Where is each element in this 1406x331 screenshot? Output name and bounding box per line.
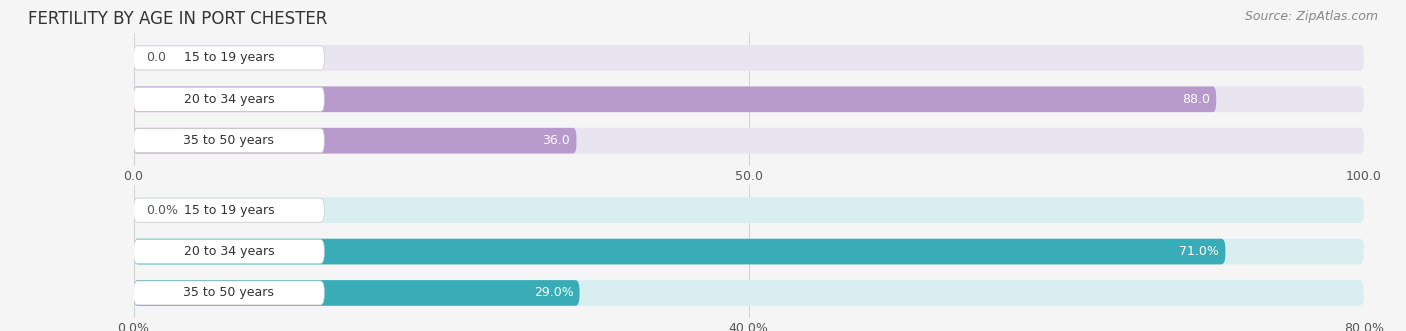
Text: 35 to 50 years: 35 to 50 years xyxy=(183,286,274,300)
Text: 71.0%: 71.0% xyxy=(1180,245,1219,258)
FancyBboxPatch shape xyxy=(134,86,1216,112)
FancyBboxPatch shape xyxy=(134,87,325,111)
FancyBboxPatch shape xyxy=(134,240,325,263)
FancyBboxPatch shape xyxy=(134,280,579,306)
Text: 88.0: 88.0 xyxy=(1182,93,1211,106)
Text: Source: ZipAtlas.com: Source: ZipAtlas.com xyxy=(1244,10,1378,23)
Text: FERTILITY BY AGE IN PORT CHESTER: FERTILITY BY AGE IN PORT CHESTER xyxy=(28,10,328,28)
FancyBboxPatch shape xyxy=(134,128,1364,154)
FancyBboxPatch shape xyxy=(134,46,325,70)
Text: 35 to 50 years: 35 to 50 years xyxy=(183,134,274,147)
FancyBboxPatch shape xyxy=(134,197,1364,223)
Text: 36.0: 36.0 xyxy=(543,134,571,147)
Text: 20 to 34 years: 20 to 34 years xyxy=(184,93,274,106)
Text: 29.0%: 29.0% xyxy=(534,286,574,300)
FancyBboxPatch shape xyxy=(134,45,1364,71)
Text: 15 to 19 years: 15 to 19 years xyxy=(184,204,274,217)
Text: 0.0%: 0.0% xyxy=(146,204,179,217)
FancyBboxPatch shape xyxy=(134,280,1364,306)
Text: 20 to 34 years: 20 to 34 years xyxy=(184,245,274,258)
FancyBboxPatch shape xyxy=(134,281,325,305)
FancyBboxPatch shape xyxy=(134,239,1364,264)
Text: 15 to 19 years: 15 to 19 years xyxy=(184,51,274,65)
FancyBboxPatch shape xyxy=(134,86,1364,112)
FancyBboxPatch shape xyxy=(134,128,576,154)
FancyBboxPatch shape xyxy=(134,239,1226,264)
FancyBboxPatch shape xyxy=(134,198,325,222)
Text: 0.0: 0.0 xyxy=(146,51,166,65)
FancyBboxPatch shape xyxy=(134,129,325,153)
